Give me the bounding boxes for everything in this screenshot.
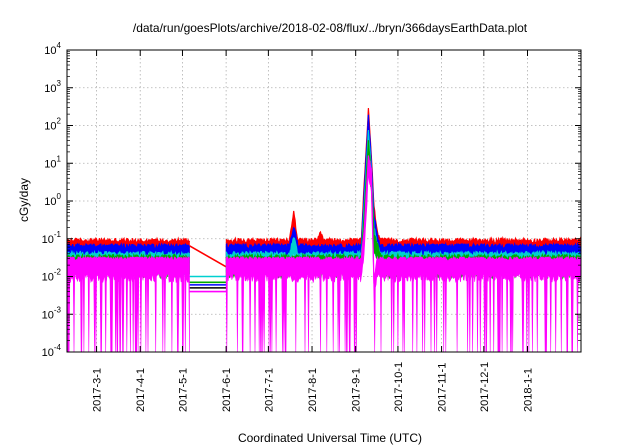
x-tick-label: 2017-9-1 <box>351 368 363 412</box>
y-tick-label: 10-2 <box>42 268 62 284</box>
y-tick-label: 10-1 <box>42 230 62 246</box>
y-tick-label: 10-3 <box>42 305 62 321</box>
x-tick-label: 2017-4-1 <box>135 368 147 412</box>
series-group <box>67 108 581 352</box>
series-line <box>67 155 581 284</box>
y-tick-label: 101 <box>44 154 61 170</box>
x-ticks: 2017-3-1 2017-4-1 2017-5-1 2017-6-1 2017-7-1… <box>92 50 534 412</box>
series-line <box>67 114 581 251</box>
x-tick-label: 2017-10-1 <box>393 362 405 412</box>
x-tick-label: 2017-11-1 <box>437 363 449 412</box>
x-tick-label: 2018-1-1 <box>522 368 534 412</box>
y-tick-label: 104 <box>44 41 61 57</box>
x-tick-label: 2017-8-1 <box>307 368 319 412</box>
x-tick-label: 2017-3-1 <box>92 368 104 412</box>
series-line <box>67 130 581 259</box>
chart-title: /data/run/goesPlots/archive/2018-02-08/f… <box>133 21 528 35</box>
y-tick-label: 100 <box>44 192 61 208</box>
gap-connector-line <box>189 245 227 268</box>
y-tick-label: 10-4 <box>42 343 62 359</box>
x-tick-label: 2017-6-1 <box>221 368 233 412</box>
y-tick-label: 102 <box>44 117 61 133</box>
series-line <box>67 108 581 246</box>
y-axis-label: cGy/day <box>17 178 31 222</box>
x-tick-label: 2017-12-1 <box>479 362 491 412</box>
x-tick-label: 2017-7-1 <box>263 368 275 412</box>
grid <box>67 50 581 352</box>
y-tick-label: 103 <box>44 79 61 95</box>
x-axis-label: Coordinated Universal Time (UTC) <box>238 431 422 445</box>
x-tick-label: 2017-5-1 <box>177 368 189 412</box>
